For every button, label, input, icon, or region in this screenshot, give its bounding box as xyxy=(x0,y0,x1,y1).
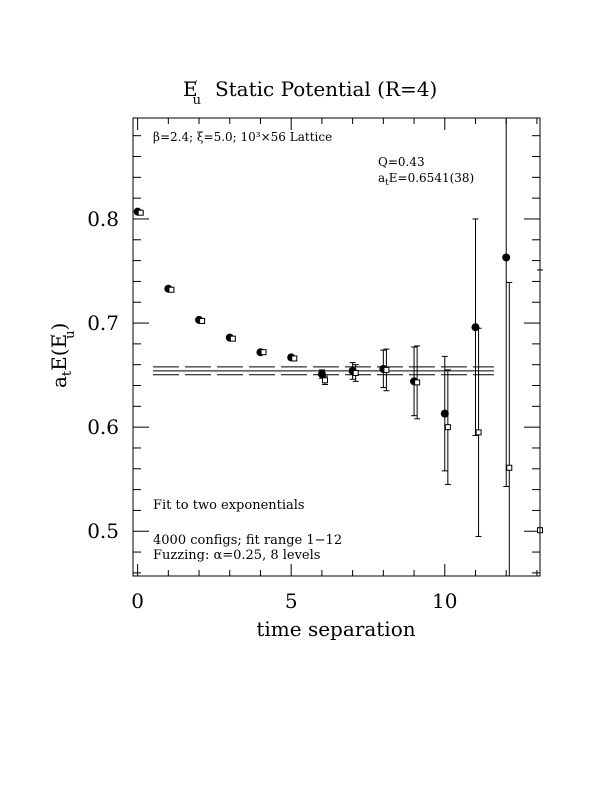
open-square-point xyxy=(506,464,513,471)
title-prime: ′ xyxy=(195,79,198,94)
open-square-point xyxy=(444,424,451,431)
open-square-point xyxy=(383,366,390,373)
y-axis-label-prime: ′ xyxy=(49,334,64,337)
x-tick-label: 10 xyxy=(432,589,457,613)
energy-annotation-pre: a xyxy=(378,171,385,185)
x-axis-label: time separation xyxy=(256,617,415,641)
y-axis-label-post: ) xyxy=(47,323,71,331)
fit-type-annotation: Fit to two exponentials xyxy=(153,498,305,513)
title-sub: u xyxy=(193,93,201,108)
filled-circle-point xyxy=(471,323,480,332)
y-axis-label-mid: E(E xyxy=(47,334,71,371)
open-square-point xyxy=(137,209,144,216)
chart-title: E′ u Static Potential (R=4) xyxy=(183,77,437,108)
energy-annotation-sub: t xyxy=(385,178,389,188)
q-value-annotation: Q=0.43 xyxy=(378,155,425,169)
y-axis-label-sub2: u xyxy=(63,330,78,338)
fuzzing-annotation: Fuzzing: α=0.25, 8 levels xyxy=(153,548,320,563)
energy-annotation-post: E=0.6541(38) xyxy=(389,171,474,185)
y-tick-label: 0.5 xyxy=(87,519,119,543)
open-square-point xyxy=(199,317,206,324)
y-axis-label: atE(E′u) xyxy=(47,323,78,388)
axis-ticks: 0 5 10 0.5 0.6 0.7 0.8 xyxy=(87,118,540,613)
energy-annotation: atE=0.6541(38) xyxy=(378,171,474,188)
open-square-point xyxy=(229,335,236,342)
y-axis-label-sub1: t xyxy=(60,370,75,376)
filled-circle-point xyxy=(440,409,449,418)
filled-circle-point xyxy=(317,370,326,379)
y-tick-label: 0.6 xyxy=(87,415,119,439)
title-main: E xyxy=(183,77,198,101)
filled-circle-point xyxy=(502,253,511,262)
open-square-point xyxy=(352,370,359,377)
open-square-point xyxy=(414,379,421,386)
data-points xyxy=(133,207,543,534)
y-tick-label: 0.7 xyxy=(87,311,119,335)
open-square-point xyxy=(168,286,175,293)
x-tick-label: 5 xyxy=(285,589,298,613)
open-square-point xyxy=(260,349,267,356)
configs-annotation: 4000 configs; fit range 1−12 xyxy=(153,533,342,548)
lattice-annotation: β=2.4; ξ=5.0; 10³×56 Lattice xyxy=(153,130,332,144)
title-rest: Static Potential (R=4) xyxy=(215,77,437,101)
open-square-point xyxy=(291,355,298,362)
y-tick-label: 0.8 xyxy=(87,207,119,231)
y-axis-label-pre: a xyxy=(47,376,71,388)
x-tick-label: 0 xyxy=(131,589,144,613)
open-square-point xyxy=(475,429,482,436)
plot-frame xyxy=(132,117,541,577)
open-square-point xyxy=(321,377,328,384)
